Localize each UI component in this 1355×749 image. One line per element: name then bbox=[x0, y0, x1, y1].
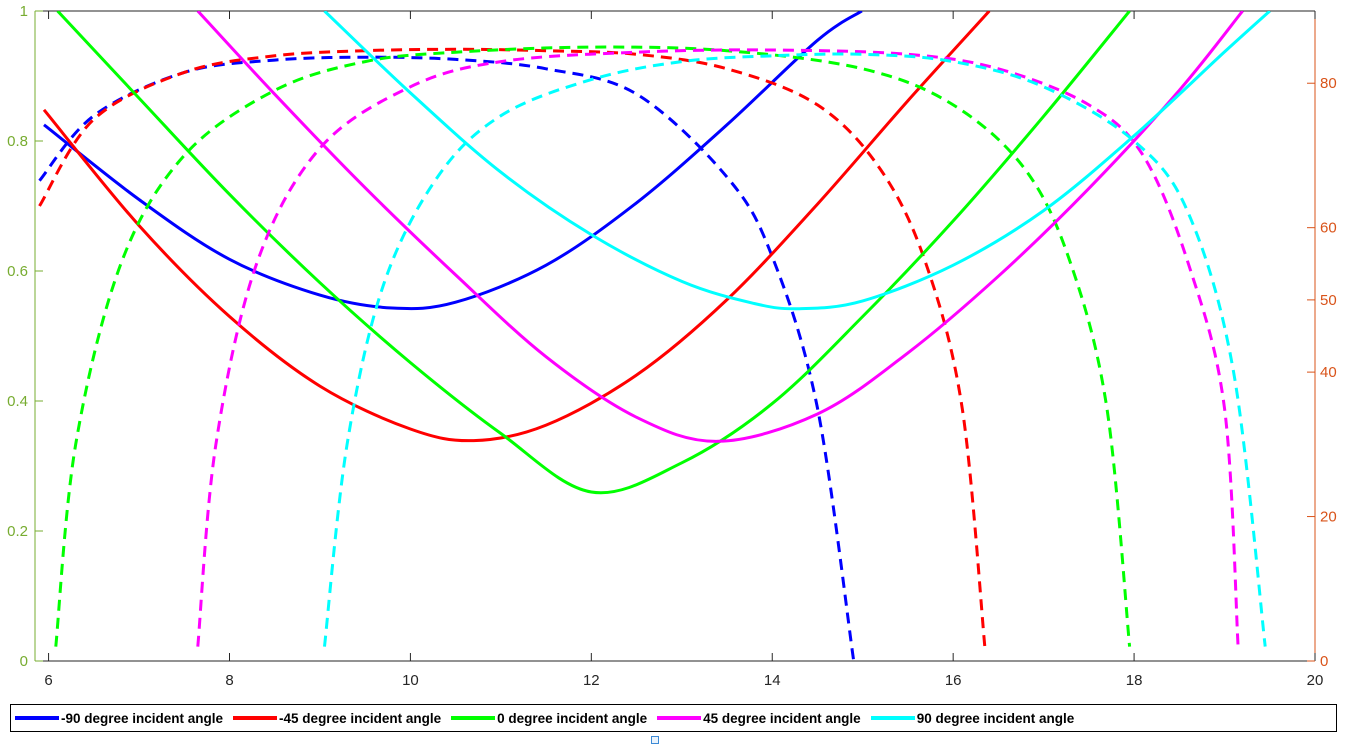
legend-item[interactable]: -45 degree incident angle bbox=[233, 711, 441, 726]
series-1-dashed-line bbox=[38, 47, 987, 647]
left-y-tick-label: 0.4 bbox=[7, 393, 28, 410]
series-0-solid-line bbox=[43, 11, 863, 311]
legend-label: 45 degree incident angle bbox=[703, 710, 861, 726]
x-tick-label: 18 bbox=[1126, 672, 1143, 689]
x-tick-label: 12 bbox=[583, 672, 600, 689]
series-0-dashed-line bbox=[38, 55, 856, 661]
series-2-dashed-line bbox=[54, 45, 1132, 647]
series-2-solid-line bbox=[56, 11, 1131, 495]
left-y-tick-label: 1 bbox=[20, 3, 28, 20]
series-4-solid-line bbox=[323, 11, 1271, 311]
legend-item[interactable]: 90 degree incident angle bbox=[870, 710, 1075, 726]
axes bbox=[34, 10, 1316, 662]
right-y-tick-label: 40 bbox=[1320, 364, 1337, 381]
right-y-tick-label: 50 bbox=[1320, 292, 1337, 309]
legend-label: 90 degree incident angle bbox=[916, 710, 1075, 726]
x-tick-label: 14 bbox=[764, 672, 781, 689]
x-tick-label: 10 bbox=[402, 672, 419, 689]
x-tick-label: 8 bbox=[225, 672, 233, 689]
legend-swatch bbox=[657, 716, 702, 720]
legend-swatch bbox=[233, 716, 278, 720]
right-y-tick-label: 20 bbox=[1320, 509, 1337, 526]
left-y-tick-label: 0.6 bbox=[7, 263, 28, 280]
left-y-tick-label: 0.8 bbox=[7, 133, 28, 150]
x-tick-label: 16 bbox=[945, 672, 962, 689]
series-3-solid-line bbox=[196, 11, 1244, 443]
left-y-tick-label: 0 bbox=[20, 653, 28, 670]
legend-swatch bbox=[870, 716, 915, 720]
legend-label: -45 degree incident angle bbox=[279, 710, 442, 726]
right-y-tick-label: 60 bbox=[1320, 220, 1337, 237]
legend-item[interactable]: -90 degree incident angle bbox=[15, 711, 223, 726]
legend-swatch bbox=[451, 716, 496, 720]
series-1-solid-line bbox=[42, 11, 991, 443]
legend-item[interactable]: 0 degree incident angle bbox=[451, 711, 647, 726]
series-4-dashed-line bbox=[323, 52, 1267, 647]
resize-handle[interactable] bbox=[651, 736, 659, 744]
legend-label: -90 degree incident angle bbox=[61, 710, 224, 726]
series-lines bbox=[38, 11, 1271, 661]
x-tick-label: 6 bbox=[44, 672, 52, 689]
left-y-tick-label: 0.2 bbox=[7, 523, 28, 540]
right-y-tick-label: 0 bbox=[1320, 653, 1328, 670]
legend[interactable]: -90 degree incident angle -45 degree inci… bbox=[10, 704, 1337, 732]
series-3-dashed-line bbox=[196, 48, 1240, 647]
x-tick-label: 20 bbox=[1307, 672, 1324, 689]
legend-item[interactable]: 45 degree incident angle bbox=[657, 711, 861, 726]
legend-swatch bbox=[15, 716, 59, 720]
right-y-tick-label: 80 bbox=[1320, 75, 1337, 92]
legend-label: 0 degree incident angle bbox=[497, 710, 648, 726]
